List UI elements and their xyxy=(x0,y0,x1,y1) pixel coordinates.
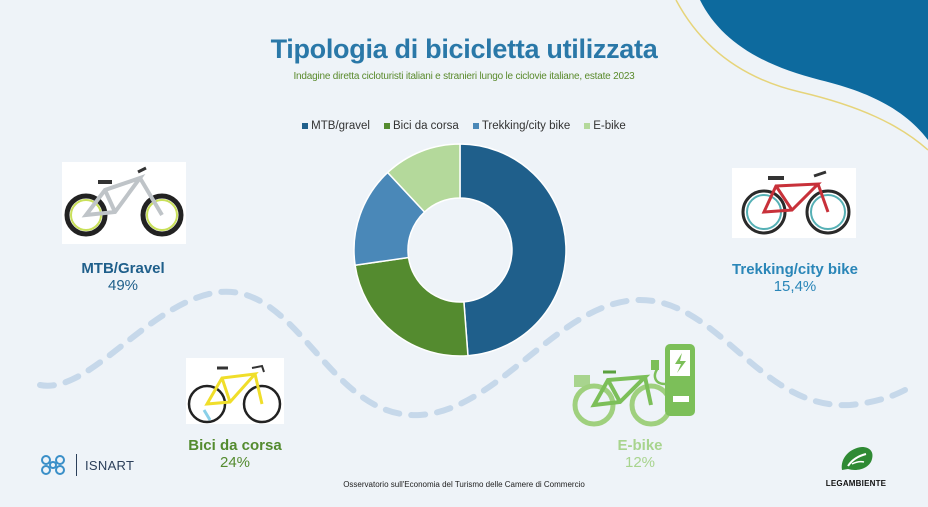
footer-text: Osservatorio sull'Economia del Turismo d… xyxy=(343,480,585,489)
label-name: E-bike xyxy=(617,437,663,454)
label-name: MTB/Gravel xyxy=(81,260,165,277)
legend-item-mtb: MTB/gravel xyxy=(302,120,370,132)
logo-divider xyxy=(76,454,77,476)
legend-label: E-bike xyxy=(593,120,626,132)
legend-label: MTB/gravel xyxy=(311,120,370,132)
legambiente-text: LEGAMBIENTE xyxy=(825,479,887,488)
label-trekking: Trekking/city bike 15,4% xyxy=(720,261,870,295)
label-value: 24% xyxy=(219,454,251,471)
legend-label: Bici da corsa xyxy=(392,120,459,132)
slice-corsa xyxy=(354,256,469,357)
legend-swatch xyxy=(584,123,591,129)
legend-label: Trekking/city bike xyxy=(481,120,571,132)
dashed-route xyxy=(37,288,908,419)
isnart-logo-icon xyxy=(41,455,65,475)
label-ebike: E-bike 12% xyxy=(590,437,690,471)
corner-wave-line xyxy=(675,0,928,151)
chart-legend: MTB/gravel Bici da corsa Trekking/city b… xyxy=(0,120,928,132)
legend-swatch xyxy=(472,123,479,129)
label-name: Trekking/city bike xyxy=(732,261,858,278)
ebike-charger-icon xyxy=(572,344,695,427)
legend-swatch xyxy=(302,123,309,129)
label-value: 15,4% xyxy=(773,278,817,295)
label-value: 12% xyxy=(624,454,656,471)
corner-wave xyxy=(700,0,928,140)
legend-item-trekking: Trekking/city bike xyxy=(472,120,571,132)
legambiente-logo-icon xyxy=(841,447,873,470)
legend-item-ebike: E-bike xyxy=(584,120,626,132)
slice-mtb xyxy=(459,143,567,357)
label-name: Bici da corsa xyxy=(188,437,282,454)
label-mtb: MTB/Gravel 49% xyxy=(62,260,184,294)
road-bike-icon xyxy=(186,358,284,424)
legambiente-logo: LEGAMBIENTE xyxy=(822,444,890,488)
mtb-bike-icon xyxy=(62,162,186,244)
label-value: 49% xyxy=(107,277,139,294)
page-title: Tipologia di bicicletta utilizzata xyxy=(270,34,658,64)
legend-swatch xyxy=(383,123,390,129)
city-bike-icon xyxy=(732,168,856,238)
isnart-text: ISNART xyxy=(85,457,135,473)
label-corsa: Bici da corsa 24% xyxy=(170,437,300,471)
page-subtitle: Indagine diretta cicloturisti italiani e… xyxy=(293,71,635,82)
isnart-logo: ISNART xyxy=(38,452,134,478)
legend-item-corsa: Bici da corsa xyxy=(383,120,459,132)
slice-ebike xyxy=(386,143,461,214)
